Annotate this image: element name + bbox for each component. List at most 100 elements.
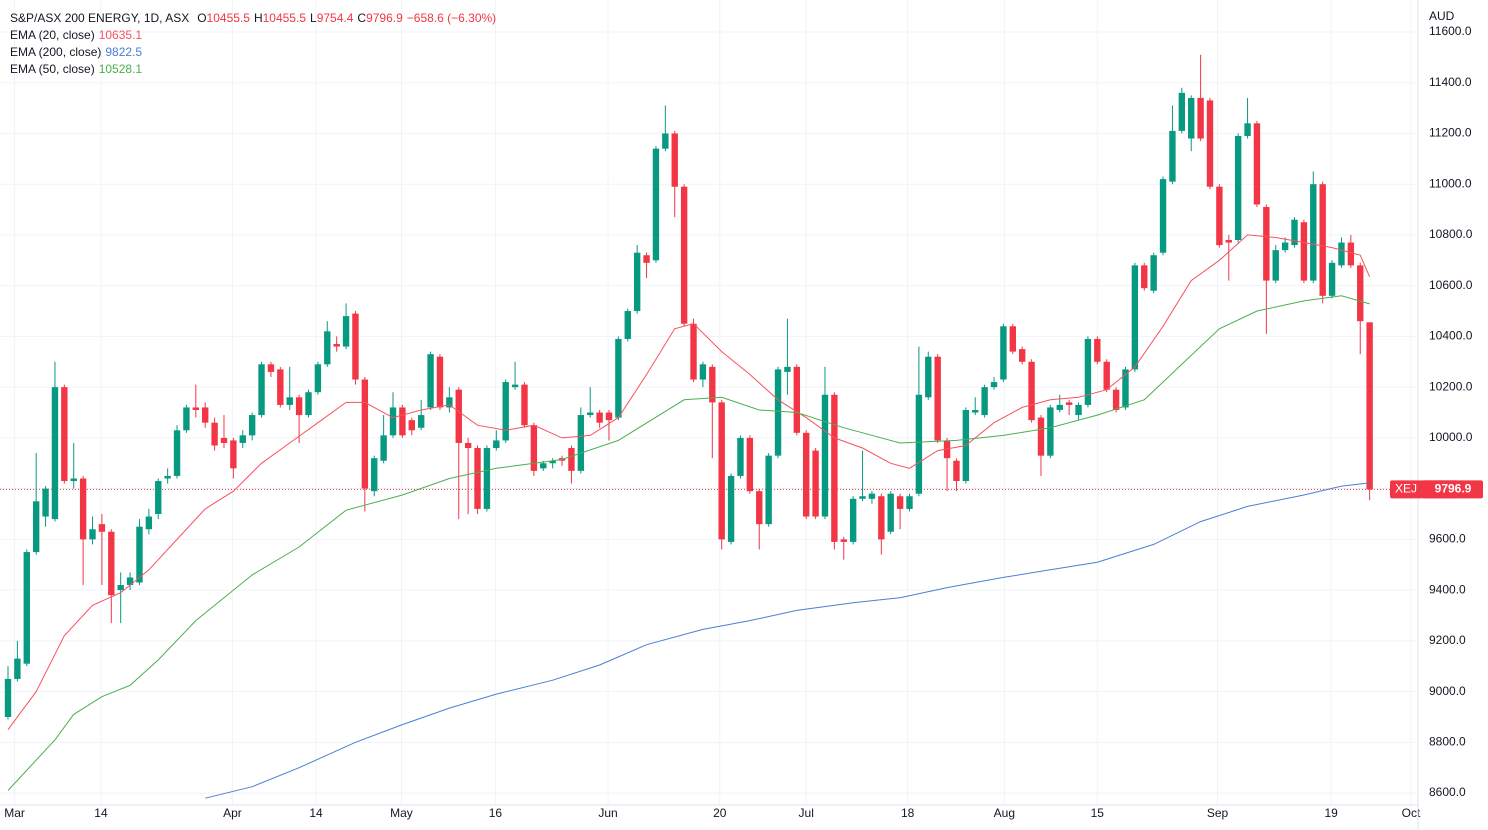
x-tick-label: Jun [598, 806, 617, 820]
candle-body [361, 379, 369, 489]
candle-body [389, 407, 397, 436]
candle-body [587, 412, 594, 416]
candle-body [248, 415, 256, 436]
candle-body [652, 148, 660, 261]
candle-body [859, 496, 866, 499]
candle-body [1037, 417, 1045, 456]
candle-body [1018, 349, 1026, 362]
candle-body [427, 354, 434, 408]
candle-body [474, 448, 481, 509]
candle-body [530, 425, 538, 471]
candle-body [972, 409, 979, 413]
candle-body [990, 382, 998, 388]
candle-body [981, 387, 988, 416]
y-tick-label: 9200.0 [1429, 633, 1466, 647]
y-tick-label: 11400.0 [1429, 75, 1472, 89]
candle-body [342, 316, 350, 347]
candle-body [915, 394, 923, 494]
legend-value: 10635.1 [98, 28, 143, 42]
candle-body [1225, 240, 1232, 243]
x-tick-label: Jul [799, 806, 814, 820]
candle-body [633, 252, 641, 312]
y-tick-label: 9600.0 [1429, 532, 1466, 546]
x-tick-label: 14 [309, 806, 323, 820]
candle-body [831, 394, 838, 542]
candle-body [455, 389, 462, 443]
x-tick-label: 19 [1324, 806, 1338, 820]
candle-body [98, 524, 106, 532]
candle-body [1094, 338, 1101, 362]
candle-body [1338, 242, 1345, 266]
header-row: S&P/ASX 200 ENERGY, 1D, ASX O 10455.5 H 104… [10, 10, 496, 27]
candle-body [1234, 135, 1242, 241]
candle-body [155, 481, 162, 515]
candle-body [136, 526, 143, 583]
candle-body [324, 331, 331, 365]
candle-body [295, 397, 303, 416]
x-tick-label: May [390, 806, 413, 820]
candle-body [1122, 369, 1129, 408]
candle-body [1065, 402, 1073, 405]
candle-body [765, 455, 772, 525]
candle-body [925, 356, 932, 398]
candle-body [164, 475, 171, 479]
candle-body [4, 678, 12, 717]
candle-body [352, 313, 359, 380]
candle-body [305, 392, 312, 416]
candle-body [605, 412, 613, 421]
candle-body [173, 430, 181, 476]
candle-body [568, 448, 575, 471]
y-tick-label: 11600.0 [1429, 24, 1472, 38]
candle-body [680, 186, 688, 324]
x-tick-label: 16 [489, 806, 503, 820]
ohlc-value: 10455.5 [262, 11, 306, 25]
candle-body [540, 463, 547, 469]
change: −658.6 (−6.30%) [406, 11, 497, 25]
candle-body [784, 366, 791, 372]
candle-body [286, 397, 293, 405]
ohlc-value: 9796.9 [366, 11, 403, 25]
candle-body [1291, 219, 1298, 246]
x-tick-label: 20 [713, 806, 727, 820]
candle-body [220, 437, 228, 443]
candle-body [1056, 404, 1063, 410]
y-tick-label: 10200.0 [1429, 379, 1473, 393]
price-tag-bg [1423, 480, 1483, 499]
candle-body [1310, 184, 1317, 281]
candle-body [887, 493, 894, 532]
y-tick-label: 10800.0 [1429, 227, 1473, 241]
ohlc-value: 9754.4 [316, 11, 354, 25]
candle-body [1216, 186, 1223, 246]
candle-body [267, 364, 275, 372]
legend-value: 10528.1 [98, 62, 143, 76]
candle-body [333, 344, 340, 347]
y-tick-label: 10400.0 [1429, 329, 1473, 343]
candle-body [61, 387, 68, 482]
ohlc-label: H [253, 11, 263, 25]
candle-body [399, 407, 406, 436]
candle-body [117, 585, 124, 591]
x-tick-label: 14 [94, 806, 108, 820]
candle-body [1047, 407, 1054, 456]
price-tag-value: 9796.9 [1435, 482, 1472, 496]
candle-body [577, 415, 585, 471]
ema-line [7, 295, 1370, 791]
candle-body [1328, 262, 1336, 296]
candle-body [258, 364, 265, 416]
ohlc-value: 10455.5 [206, 11, 250, 25]
ohlc: O 10455.5 H 10455.5 L 9754.4 C 9796.9 [197, 10, 403, 27]
ema-line [205, 482, 1370, 799]
candle-body [202, 407, 209, 423]
candle-body [502, 382, 509, 441]
candle-body [42, 488, 49, 517]
candle-body [1159, 179, 1167, 253]
candle-body [868, 493, 876, 499]
candle-body [192, 407, 200, 410]
candle-body [1263, 207, 1270, 281]
legend: S&P/ASX 200 ENERGY, 1D, ASX O 10455.5 H 104… [10, 10, 496, 78]
candle-body [464, 442, 472, 449]
candle-body [840, 539, 847, 542]
candle-body [183, 407, 190, 431]
